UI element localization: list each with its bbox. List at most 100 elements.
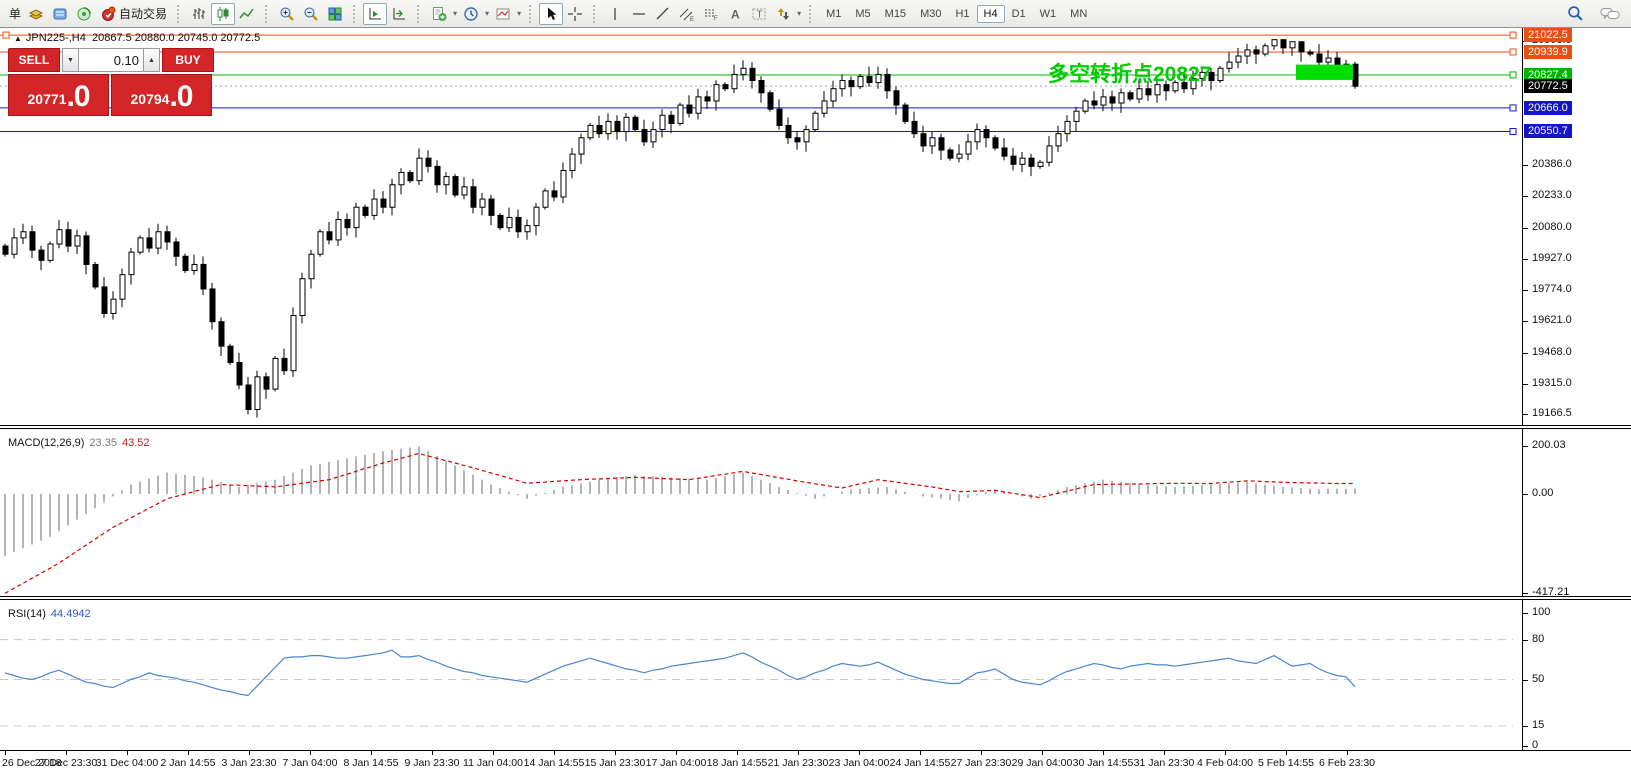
candlestick-chart[interactable] (0, 28, 1522, 425)
vertical-line-button[interactable] (603, 3, 627, 25)
templates-dropdown[interactable]: ▾ (517, 9, 522, 18)
symbol-period: JPN225-,H4 (25, 32, 86, 44)
toolbar-grip[interactable] (593, 4, 599, 23)
time-tick-label: 24 Jan 14:55 (889, 757, 951, 769)
arrows-dropdown[interactable]: ▾ (797, 9, 802, 18)
tile-windows-button[interactable] (323, 3, 347, 25)
toolbar-grip[interactable] (809, 4, 815, 23)
axis-tick-label: 19927.0 (1532, 251, 1572, 264)
auto-scroll-button[interactable] (363, 2, 388, 25)
timeframe-h4[interactable]: H4 (976, 4, 1005, 23)
templates-button[interactable] (491, 3, 515, 25)
axis-tick (1523, 196, 1528, 198)
pivot-annotation-text[interactable]: 多空转折点20827 (1048, 63, 1212, 86)
toolbar-grip[interactable] (265, 4, 271, 23)
collapse-icon[interactable]: ▲ (14, 34, 22, 43)
horizontal-line-button[interactable] (627, 3, 651, 25)
timeframe-m15[interactable]: M15 (884, 7, 907, 20)
time-axis[interactable]: 26 Dec 2018 27 Dec 23:30 31 Dec 04:00 2 Jan… (0, 750, 1631, 774)
line-handle (1509, 48, 1517, 56)
timeframe-mn[interactable]: MN (1070, 7, 1088, 20)
crosshair-button[interactable] (563, 3, 587, 25)
indicators-button[interactable] (427, 3, 451, 25)
toolbar-grip[interactable] (417, 4, 423, 23)
cursor-button[interactable] (539, 2, 564, 25)
text-button[interactable]: A (723, 3, 747, 25)
toolbar-grip[interactable] (529, 4, 535, 23)
rsi-panel[interactable]: RSI(14) 44.4942 (0, 600, 1522, 748)
toolbar: 单 自动交易 (0, 0, 1631, 28)
market-watch-button[interactable] (48, 3, 72, 25)
time-tick-label: 14 Jan 14:55 (523, 757, 585, 769)
zoom-in-button[interactable] (275, 3, 299, 25)
signals-button[interactable] (72, 3, 96, 25)
axis-tick-label: 80 (1532, 632, 1545, 645)
trendline-button[interactable] (651, 3, 675, 25)
time-tick (5, 751, 6, 755)
volume-input[interactable] (79, 48, 143, 72)
rsi-line (4, 649, 1356, 697)
buy-price[interactable]: 20794.0 (111, 74, 212, 116)
timeframe-m5[interactable]: M5 (855, 7, 871, 20)
search-icon (1567, 5, 1583, 21)
rsi-chart (0, 639, 1513, 727)
bar-chart-button[interactable] (187, 3, 211, 25)
chart-shift-button[interactable] (387, 3, 411, 25)
line-chart-button[interactable] (235, 3, 259, 25)
price-axis[interactable]: 20993.520386.020233.020080.019927.019774… (1522, 28, 1631, 751)
main-chart-panel[interactable]: ▲ JPN225-,H4 20867.5 20880.0 20745.0 2077… (0, 28, 1522, 425)
macd-label: MACD(12,26,9) 23.35 43.52 (8, 437, 149, 449)
volume-decrease-button[interactable]: ▼ (62, 48, 79, 72)
timeframe-d1[interactable]: D1 (1011, 7, 1026, 20)
zoom-out-button[interactable] (299, 3, 323, 25)
macd-panel[interactable]: MACD(12,26,9) 23.35 43.52 (0, 429, 1522, 596)
axis-tick (1523, 290, 1528, 292)
timeframe-m1[interactable]: M1 (826, 7, 842, 20)
toolbar-grip[interactable] (353, 4, 359, 23)
auto-trading-button[interactable]: 自动交易 (96, 5, 171, 22)
candle-chart-button[interactable] (211, 2, 236, 25)
buy-price-int: 20794 (130, 91, 170, 107)
panel-divider[interactable] (0, 425, 1631, 429)
timeframe-m30[interactable]: M30 (920, 7, 942, 20)
timeframe-w1[interactable]: W1 (1039, 7, 1057, 20)
sell-button[interactable]: SELL (8, 48, 60, 72)
axis-tick (1523, 165, 1528, 167)
panel-divider[interactable] (0, 596, 1631, 600)
price-level-tag: 21022.5 (1524, 28, 1572, 43)
menu-label[interactable]: 单 (9, 7, 22, 21)
new-order-button[interactable] (24, 3, 48, 25)
timeframe-h1[interactable]: H1 (955, 7, 970, 20)
buy-button[interactable]: BUY (162, 48, 214, 72)
gold-bars-icon (28, 8, 44, 20)
svg-text:F: F (714, 16, 718, 22)
equidistant-channel-button[interactable]: E (675, 3, 699, 25)
time-tick (1225, 751, 1226, 755)
periods-button[interactable] (459, 3, 483, 25)
toolbar-grip[interactable] (177, 4, 183, 23)
fibonacci-button[interactable]: F (699, 3, 723, 25)
time-tick (188, 751, 189, 755)
text-label-button[interactable]: T (747, 3, 771, 25)
price-level-tag: 20666.0 (1524, 100, 1572, 115)
arrows-icon (778, 7, 790, 20)
macd-signal-line (4, 452, 1356, 594)
axis-tick (1523, 613, 1528, 614)
green-rectangle-object (1296, 64, 1353, 80)
arrows-button[interactable] (771, 3, 795, 25)
sell-price[interactable]: 20771.0 (8, 74, 109, 116)
axis-tick (1523, 446, 1528, 448)
periods-dropdown[interactable]: ▾ (485, 9, 490, 18)
time-tick-label: 31 Jan 23:30 (1133, 757, 1195, 769)
axis-tick-label: 0 (1532, 739, 1539, 751)
search-button[interactable] (1563, 2, 1587, 24)
window-icon (53, 8, 67, 19)
indicators-dropdown[interactable]: ▾ (453, 9, 458, 18)
line-handle (2, 31, 10, 39)
chat-button[interactable] (1597, 2, 1623, 24)
template-icon (496, 8, 510, 19)
time-tick-label: 17 Jan 04:00 (645, 757, 707, 769)
volume-increase-button[interactable]: ▲ (143, 48, 160, 72)
candle-chart-icon (217, 6, 229, 21)
price-level-tag: 20827.4 (1524, 67, 1572, 82)
